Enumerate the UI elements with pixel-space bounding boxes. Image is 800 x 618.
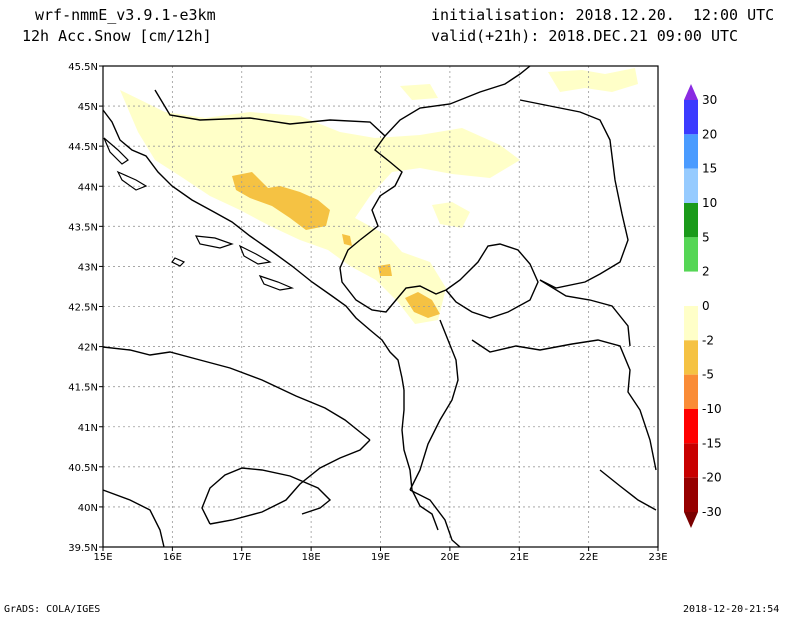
colorbar-swatch — [684, 409, 698, 444]
lat-tick-label: 42N — [78, 343, 98, 354]
lat-tick-label: 44.5N — [68, 142, 98, 153]
colorbar-top-arrow — [684, 84, 698, 100]
border-albania-macedonia — [409, 319, 459, 491]
greece-coast — [409, 489, 461, 548]
lon-tick-label: 19E — [371, 552, 390, 563]
colorbar-swatch — [684, 340, 698, 375]
lat-tick-label: 41N — [78, 423, 98, 434]
colorbar-label: 2 — [702, 265, 710, 279]
model-title: wrf-nmmE_v3.9.1-e3km — [35, 6, 216, 24]
aegean-coast — [599, 469, 657, 511]
colorbar-label: -20 — [702, 471, 722, 485]
island — [103, 137, 129, 165]
border-serbia-north — [384, 65, 531, 137]
border-macedonia-greece — [471, 339, 657, 471]
lat-tick-label: 40.5N — [68, 463, 98, 474]
valid-time: valid(+21h): 2018.DEC.21 09:00 UTC — [431, 27, 739, 45]
islands — [103, 137, 295, 291]
colorbar-label: -10 — [702, 402, 722, 416]
border-serbia-kosovo — [445, 243, 539, 319]
snow-area-moderate — [342, 234, 352, 246]
lon-tick-label: 15E — [93, 552, 112, 563]
footer-timestamp: 2018-12-20-21:54 — [683, 604, 780, 615]
colorbar-label: 20 — [702, 127, 717, 141]
longitude-labels: 15E 16E 17E 18E 19E 20E 21E 22E 23E — [93, 547, 668, 563]
coastlines-borders — [102, 65, 657, 548]
border-macedonia-bulgaria — [539, 279, 631, 347]
colorbar-swatch — [684, 100, 698, 135]
island — [258, 274, 295, 291]
island — [238, 244, 272, 265]
colorbar-label: 30 — [702, 93, 717, 107]
colorbar-swatch — [684, 374, 698, 409]
lon-tick-label: 22E — [579, 552, 598, 563]
colorbar-swatch — [684, 443, 698, 478]
snow-area-light — [400, 84, 438, 100]
colorbar-label: 10 — [702, 196, 717, 210]
island — [116, 170, 148, 191]
adriatic-east-coast — [102, 109, 405, 391]
init-time: initialisation: 2018.12.20. 12:00 UTC — [431, 6, 775, 24]
colorbar-bottom-arrow — [684, 512, 698, 528]
colorbar-label: -30 — [702, 505, 722, 519]
snow-shading — [120, 68, 638, 324]
snow-area-light — [548, 68, 638, 92]
snow-area-moderate — [378, 264, 392, 276]
lat-tick-label: 43.5N — [68, 222, 98, 233]
lon-tick-label: 20E — [440, 552, 459, 563]
colorbar-swatch — [684, 134, 698, 169]
colorbar-label: 5 — [702, 230, 710, 244]
colorbar-label: -2 — [702, 333, 714, 347]
lat-tick-label: 45N — [78, 102, 98, 113]
lon-tick-label: 21E — [510, 552, 529, 563]
island — [171, 257, 186, 267]
latitude-labels: 45.5N 45N 44.5N 44N 43.5N 43N 42.5N 42N 41.5N 41N… — [68, 62, 103, 554]
lat-tick-label: 39.5N — [68, 543, 98, 554]
lon-tick-label: 17E — [232, 552, 251, 563]
grads-credit: GrADS: COLA/IGES — [4, 604, 101, 615]
snow-area-moderate — [405, 292, 440, 318]
colorbar-label: 15 — [702, 162, 717, 176]
lat-tick-label: 43N — [78, 262, 98, 273]
albania-coast — [401, 390, 439, 531]
colorbar-swatch — [684, 477, 698, 512]
snow-area-moderate — [232, 172, 330, 230]
lat-tick-label: 42.5N — [68, 303, 98, 314]
colorbar-label: 0 — [702, 299, 710, 313]
colorbar-swatch — [684, 203, 698, 238]
border-bosnia-montenegro — [339, 239, 447, 313]
island — [194, 235, 234, 249]
colorbar-swatch — [684, 271, 698, 306]
lat-tick-label: 40N — [78, 503, 98, 514]
colorbar-swatch — [684, 168, 698, 203]
taranto-gulf — [201, 467, 332, 525]
lat-tick-label: 44N — [78, 182, 98, 193]
italy-heel — [209, 439, 371, 525]
lat-tick-label: 45.5N — [68, 62, 98, 73]
field-title: 12h Acc.Snow [cm/12h] — [22, 27, 212, 45]
colorbar-label: -15 — [702, 436, 722, 450]
border-croatia-bosnia — [154, 89, 403, 241]
italy-coast — [102, 346, 371, 441]
colorbar-swatch — [684, 306, 698, 341]
lon-tick-label: 16E — [163, 552, 182, 563]
snow-area-light — [432, 202, 470, 228]
colorbar-label: -5 — [702, 368, 714, 382]
calabria-coast — [102, 489, 165, 548]
border-serbia-romania — [519, 99, 629, 289]
lon-tick-label: 18E — [302, 552, 321, 563]
colorbar-swatch — [684, 237, 698, 272]
lon-tick-label: 23E — [648, 552, 667, 563]
lat-tick-label: 41.5N — [68, 383, 98, 394]
